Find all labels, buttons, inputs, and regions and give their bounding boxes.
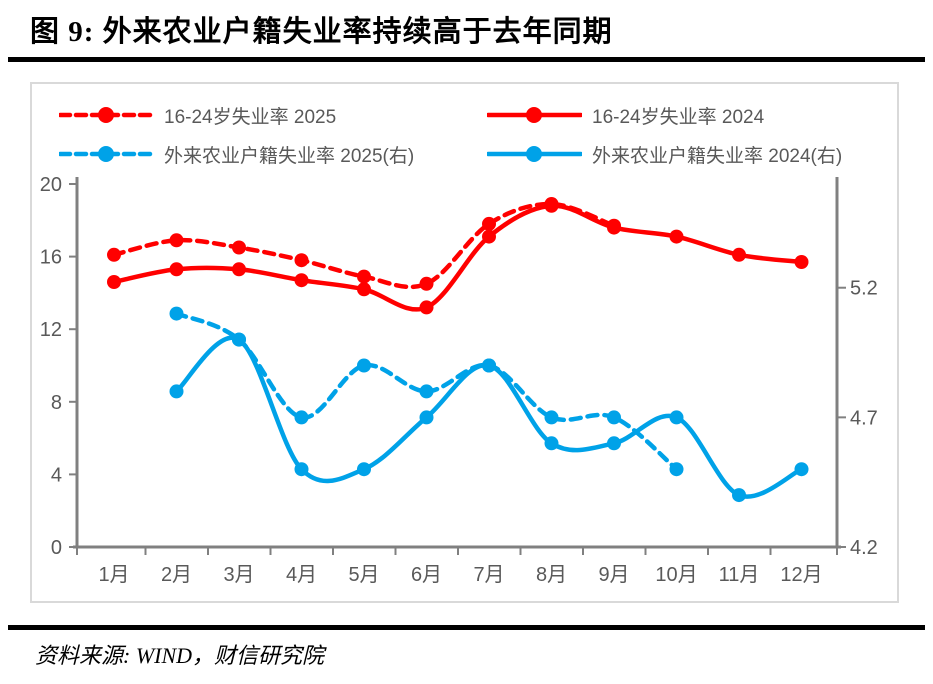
- chart-legend: 16-24岁失业率 2025 16-24岁失业率 2024 外来农业户籍失业率 20…: [59, 100, 842, 169]
- month-tick-label: 10月: [655, 564, 697, 586]
- left-axis-tick-label: 8: [51, 392, 62, 414]
- data-point-marker: [169, 233, 184, 248]
- right-axis-tick-label: 4.7: [850, 407, 878, 429]
- month-tick-label: 1月: [98, 564, 129, 586]
- data-point-marker: [357, 462, 371, 477]
- data-point-marker: [732, 247, 746, 262]
- data-point-marker: [107, 275, 121, 289]
- month-tick-label: 2月: [161, 564, 192, 586]
- legend-solid-line-icon: [487, 107, 582, 123]
- data-point-marker: [419, 300, 434, 315]
- month-tick-label: 4月: [286, 564, 317, 586]
- data-point-marker: [232, 262, 246, 277]
- footer-divider: [8, 625, 925, 630]
- right-axis-tick-label: 4.2: [850, 537, 878, 559]
- data-point-marker: [357, 269, 371, 284]
- data-point-marker: [169, 306, 184, 321]
- data-point-marker: [169, 384, 184, 399]
- data-point-marker: [544, 198, 559, 213]
- month-tick-label: 9月: [598, 564, 629, 586]
- axis-lines: [73, 177, 841, 549]
- chart-container: 0 4 8 12 16 20 4.2 4.7 5.2 1月 2月 3月 4月 5月 6月 7月 8月 9月 10月 1…: [30, 82, 899, 603]
- data-point-marker: [669, 229, 684, 244]
- month-tick-label: 7月: [473, 564, 504, 586]
- month-tick-label: 12月: [780, 564, 822, 586]
- legend-dashed-line-icon: [59, 146, 154, 162]
- month-tick-label: 5月: [348, 564, 379, 586]
- figure-title: 图 9: 外来农业户籍失业率持续高于去年同期: [30, 16, 613, 48]
- legend-solid-line-icon: [487, 146, 582, 162]
- data-point-marker: [357, 282, 371, 297]
- chart-plot: 0 4 8 12 16 20 4.2 4.7 5.2 1月 2月 3月 4月 5月 6月 7月 8月 9月 10月 1…: [40, 174, 878, 586]
- data-point-marker: [169, 262, 184, 277]
- data-point-marker: [482, 216, 496, 231]
- data-point-marker: [669, 462, 684, 477]
- left-axis-tick-label: 20: [40, 174, 62, 196]
- legend-label: 外来农业户籍失业率 2025(右): [164, 145, 415, 167]
- left-axis-tick-label: 0: [51, 537, 62, 559]
- data-point-marker: [357, 358, 371, 373]
- legend-label: 外来农业户籍失业率 2024(右): [592, 145, 843, 167]
- legend-item: 16-24岁失业率 2025: [59, 100, 487, 130]
- left-axis-tick-label: 16: [40, 247, 62, 269]
- right-axis-tick-label: 5.2: [850, 278, 878, 300]
- data-point-marker: [544, 436, 559, 451]
- data-point-marker: [294, 253, 309, 268]
- data-point-marker: [419, 276, 434, 291]
- data-point-marker: [419, 384, 434, 399]
- data-point-marker: [482, 229, 496, 244]
- legend-item: 外来农业户籍失业率 2025(右): [59, 139, 487, 169]
- legend-item: 16-24岁失业率 2024: [487, 100, 842, 130]
- title-divider: [8, 57, 925, 62]
- data-point-marker: [107, 247, 121, 262]
- data-point-marker: [294, 410, 309, 425]
- data-point-marker: [232, 240, 246, 255]
- data-point-marker: [607, 436, 621, 451]
- legend-dashed-line-icon: [59, 107, 154, 123]
- month-tick-label: 6月: [411, 564, 442, 586]
- data-point-marker: [607, 410, 621, 425]
- data-point-marker: [544, 410, 559, 425]
- legend-item: 外来农业户籍失业率 2024(右): [487, 139, 842, 169]
- data-point-marker: [294, 462, 309, 477]
- legend-label: 16-24岁失业率 2024: [592, 106, 765, 128]
- month-tick-label: 8月: [536, 564, 567, 586]
- month-tick-label: 3月: [223, 564, 254, 586]
- month-tick-label: 11月: [719, 564, 760, 586]
- data-point-marker: [294, 273, 309, 288]
- data-point-marker: [232, 332, 246, 347]
- data-point-marker: [794, 255, 809, 269]
- data-point-marker: [732, 488, 746, 503]
- data-point-marker: [607, 220, 621, 235]
- data-point-marker: [482, 358, 496, 373]
- data-point-marker: [419, 410, 434, 425]
- legend-label: 16-24岁失业率 2025: [164, 106, 337, 128]
- data-point-marker: [669, 410, 684, 425]
- source-note: 资料来源: WIND，财信研究院: [35, 643, 325, 668]
- data-point-marker: [794, 462, 809, 477]
- left-axis-tick-label: 4: [51, 464, 62, 486]
- left-axis-tick-label: 12: [40, 319, 62, 341]
